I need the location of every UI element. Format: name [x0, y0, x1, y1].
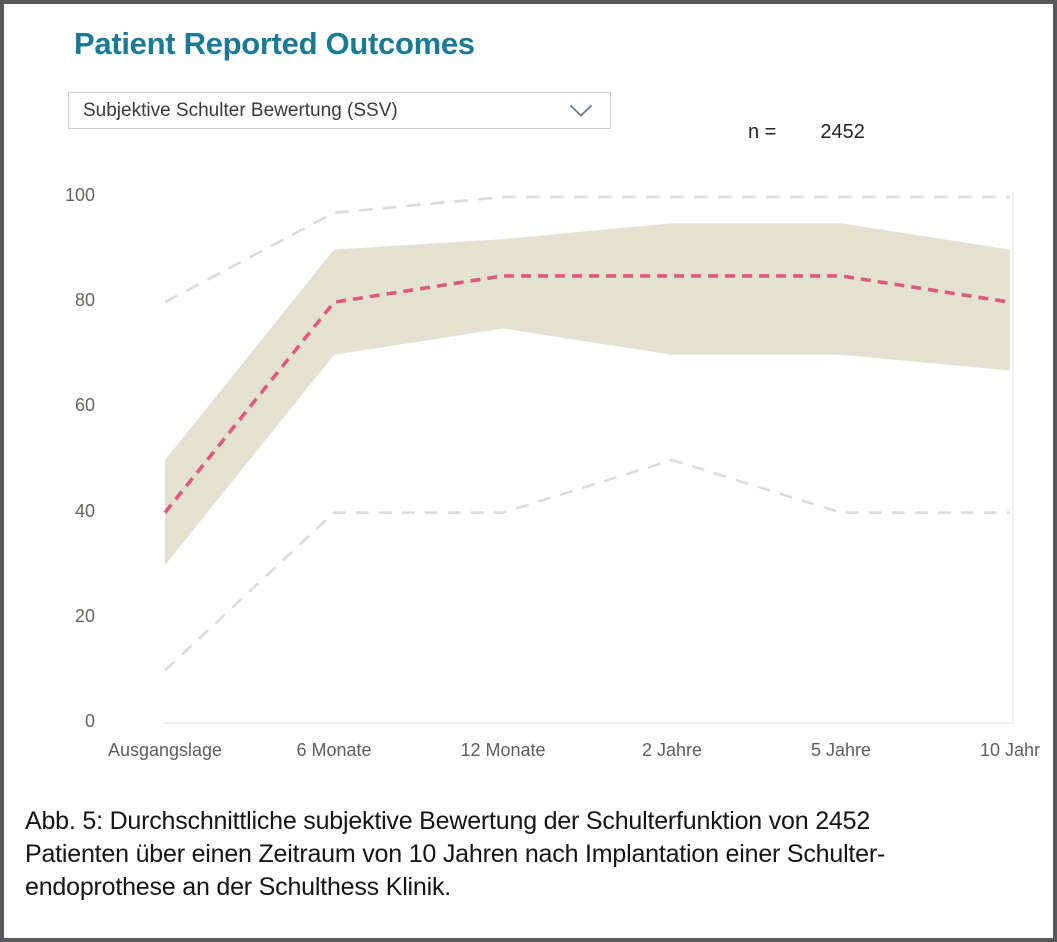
y-tick-label: 40 — [74, 500, 95, 521]
chevron-down-icon — [570, 104, 592, 117]
y-tick-label: 100 — [64, 185, 95, 205]
y-tick-label: 20 — [74, 605, 95, 626]
measure-dropdown-label: Subjektive Schulter Bewertung (SSV) — [83, 99, 398, 121]
median-line — [163, 274, 1011, 514]
page-title: Patient Reported Outcomes — [74, 26, 475, 61]
caption-line: endoprothese an der Schulthess Klinik. — [25, 873, 452, 901]
x-axis-label: 5 Jahre — [810, 740, 872, 760]
percentile-band — [165, 223, 1010, 566]
lower-percentile-line — [164, 458, 1010, 672]
x-axis-label: Ausgangslage — [107, 740, 223, 760]
x-axis-label: 10 Jahr — [979, 740, 1041, 760]
y-tick-label: 60 — [74, 395, 95, 416]
caption-line: Patienten über einen Zeitraum von 10 Jah… — [25, 840, 886, 868]
x-axis-label: 2 Jahre — [641, 740, 703, 760]
y-tick-label: 0 — [84, 711, 95, 731]
sample-size-label: n = — [748, 121, 777, 143]
upper-percentile-line — [164, 195, 1010, 304]
measure-dropdown[interactable]: Subjektive Schulter Bewertung (SSV) — [68, 92, 611, 129]
y-tick-label: 80 — [74, 290, 95, 311]
x-axis-label: 6 Monate — [296, 740, 372, 760]
sample-size-value: 2452 — [820, 121, 865, 143]
caption-line: Abb. 5: Durchschnittliche subjektive Bew… — [25, 807, 871, 835]
outcomes-chart[interactable]: 0 20 40 60 80 100 Ausgangslage 6 Monate 12 Mona… — [0, 150, 1057, 790]
x-axis-label: 12 Monate — [460, 740, 546, 760]
figure-caption: Abb. 5: Durchschnittliche subjektive Bew… — [25, 805, 1025, 904]
sample-size: n = 2452 — [748, 121, 865, 144]
